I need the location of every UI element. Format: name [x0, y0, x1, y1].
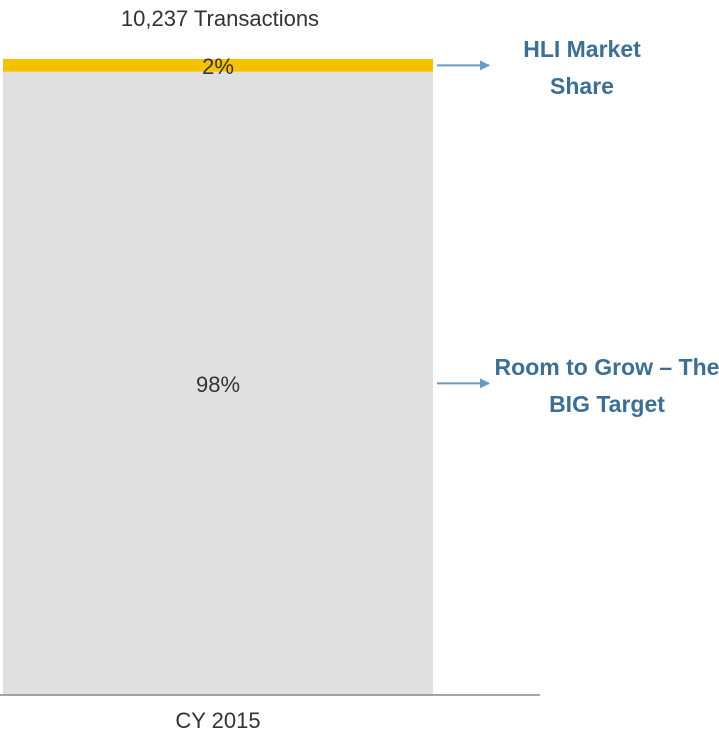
annotation: Room to Grow – The BIG Target	[494, 354, 719, 418]
x-tick-label: CY 2015	[175, 708, 260, 733]
value-label: 98%	[196, 372, 240, 397]
value-label: 2%	[202, 54, 234, 79]
annotation: HLI Market Share	[523, 36, 641, 100]
chart-title: 10,237 Transactions	[121, 6, 319, 31]
bar-segment	[3, 59, 433, 72]
bar-segment	[3, 71, 433, 696]
